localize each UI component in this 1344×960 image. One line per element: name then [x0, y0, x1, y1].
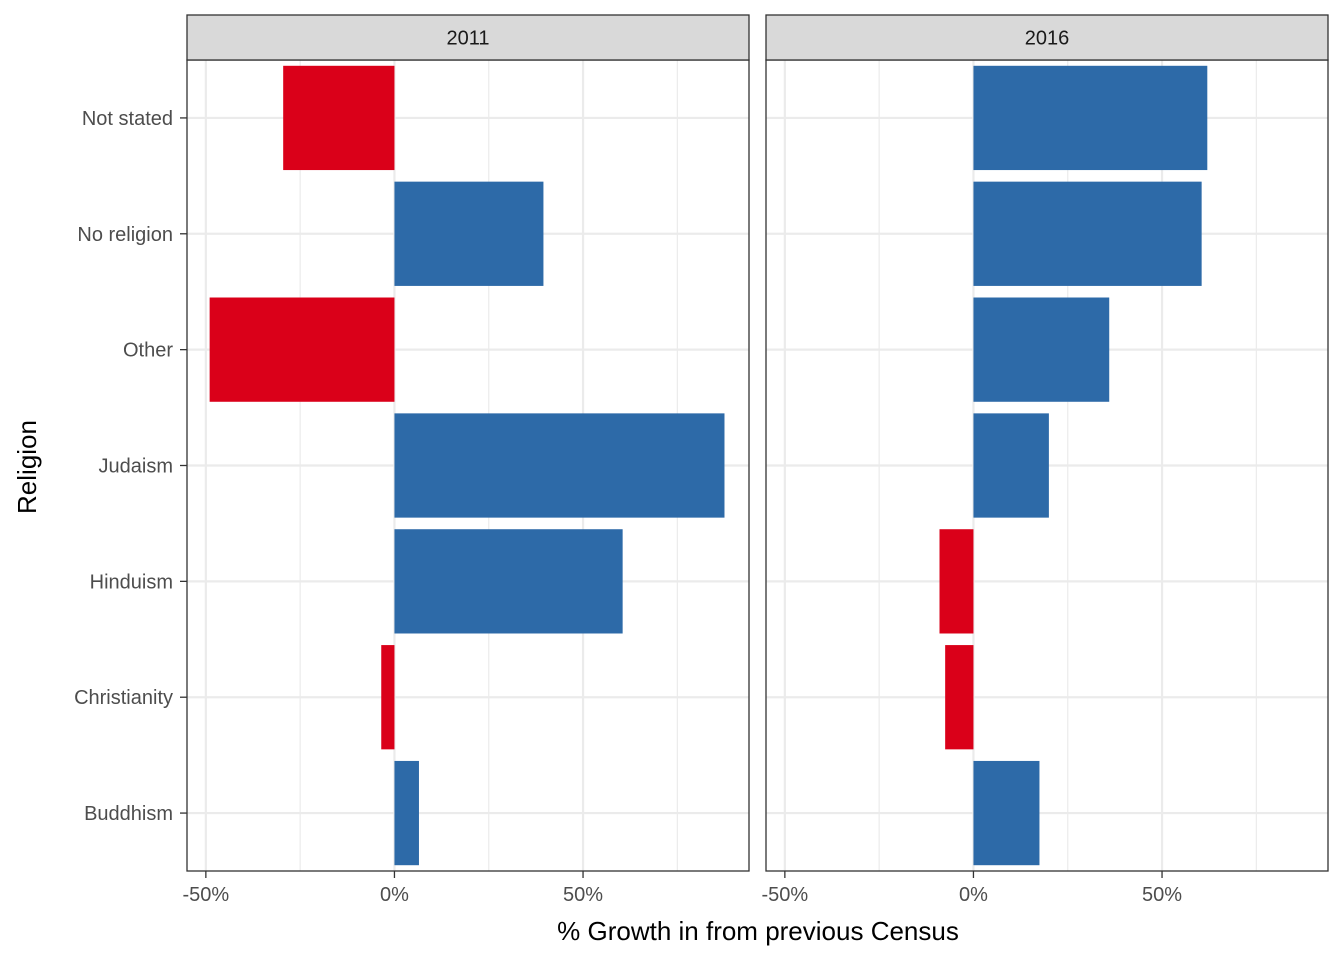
bar-2011-hinduism — [394, 529, 623, 634]
bar-2016-hinduism — [939, 529, 974, 634]
bar-2011-not-stated — [283, 65, 395, 171]
x-tick-label: 50% — [563, 884, 603, 906]
y-tick-label: Not stated — [82, 108, 173, 130]
y-tick-label: Other — [123, 340, 173, 362]
plot-layer: 2011 -50% 0% 50% 2016 -50% 0% 50% Not stated No r… — [74, 14, 1329, 906]
x-tick-label: -50% — [762, 884, 809, 906]
facet-strip-label: 2011 — [446, 28, 489, 50]
bar-2011-buddhism — [394, 760, 419, 866]
bar-2016-christianity — [945, 645, 974, 750]
x-axis-title: % Growth in from previous Census — [557, 916, 959, 946]
bar-2016-other — [973, 297, 1110, 402]
y-tick-label: Christianity — [74, 687, 173, 709]
bar-2016-not-stated — [973, 65, 1208, 171]
bar-2016-buddhism — [973, 760, 1040, 866]
x-tick-label: -50% — [183, 884, 230, 906]
y-tick-label: No religion — [77, 224, 173, 246]
y-tick-label: Hinduism — [90, 571, 173, 593]
facet-strip — [186, 14, 750, 61]
y-tick-label: Buddhism — [84, 803, 173, 825]
y-axis-title: Religion — [12, 420, 42, 514]
x-tick-label: 0% — [959, 884, 988, 906]
x-tick-label: 0% — [380, 884, 409, 906]
bar-2011-christianity — [381, 645, 395, 750]
bar-2011-judaism — [394, 413, 725, 518]
bar-2016-no-religion — [973, 181, 1202, 286]
bar-2011-other — [209, 297, 395, 402]
bar-2016-judaism — [973, 413, 1049, 518]
x-tick-label: 50% — [1142, 884, 1182, 906]
facet-strip-label: 2016 — [1025, 28, 1070, 50]
y-tick-label: Judaism — [99, 456, 173, 478]
bar-2011-no-religion — [394, 181, 544, 286]
facet-strip — [765, 14, 1329, 61]
